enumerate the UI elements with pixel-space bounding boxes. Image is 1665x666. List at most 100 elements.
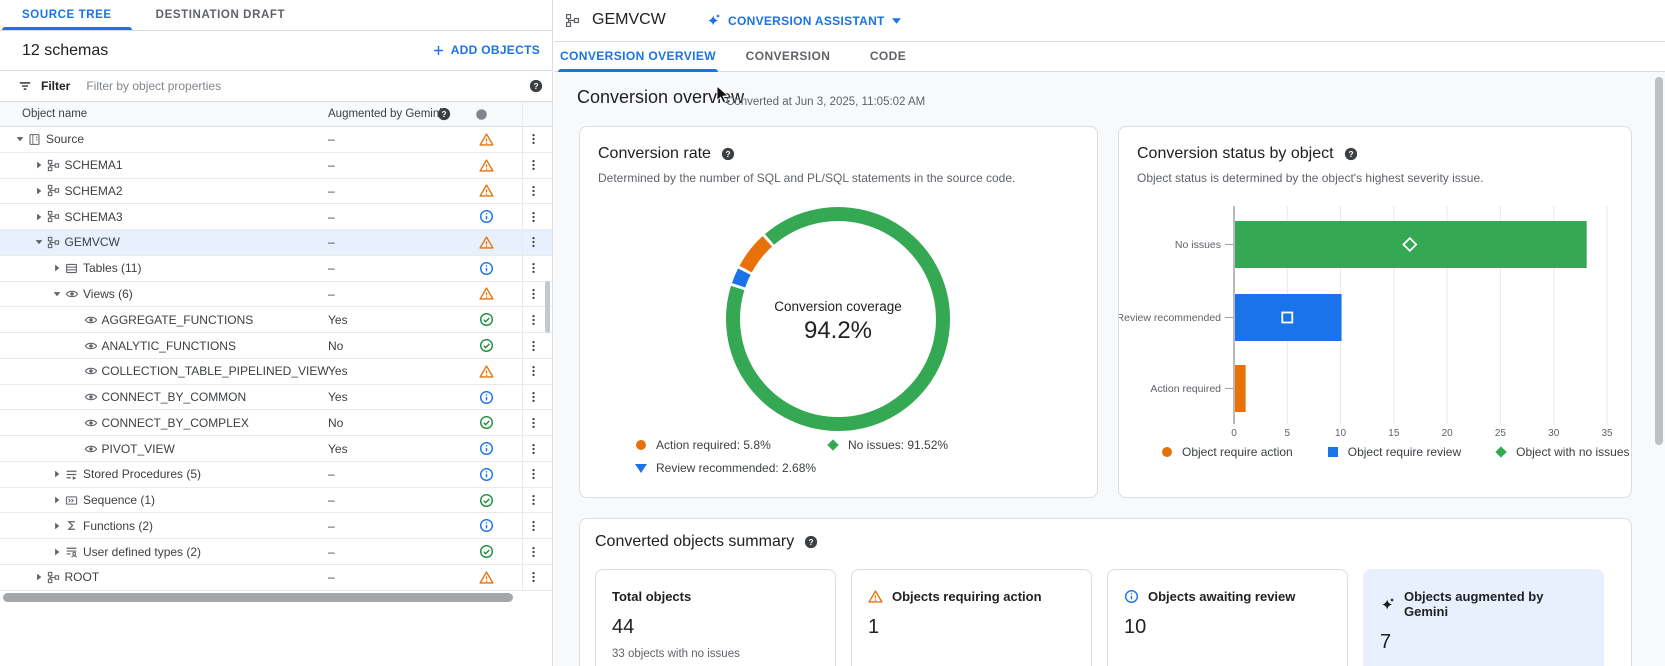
row-menu-button[interactable] [527, 488, 540, 513]
tree-row[interactable]: Functions (2) – [0, 513, 552, 539]
column-augmented-by-gemini: Augmented by Gemini [328, 108, 442, 120]
row-menu-button[interactable] [527, 436, 540, 461]
row-menu-button[interactable] [527, 410, 540, 435]
tree-row[interactable]: SCHEMA1 – [0, 153, 552, 179]
converted-objects-summary-card: Converted objects summary ? Total object… [579, 518, 1632, 666]
augmented-help-icon[interactable]: ? [437, 107, 451, 121]
tree-row[interactable]: SCHEMA2 – [0, 179, 552, 205]
filter-label: Filter [41, 79, 70, 93]
object-name-cell: ANALYTIC_FUNCTIONS [0, 333, 236, 358]
row-menu-button[interactable] [527, 307, 540, 332]
source-tree-panel: SOURCE TREE DESTINATION DRAFT 12 schemas… [0, 0, 553, 666]
add-objects-button[interactable]: ADD OBJECTS [432, 43, 540, 57]
filter-input[interactable]: Filter by object properties [86, 79, 221, 93]
tab-destination-draft[interactable]: DESTINATION DRAFT [134, 0, 307, 30]
left-panel-tabs: SOURCE TREE DESTINATION DRAFT [0, 0, 552, 31]
tree-horizontal-scrollbar[interactable] [3, 593, 513, 602]
warning-icon [479, 153, 494, 178]
expander-down-icon[interactable] [49, 288, 65, 300]
row-menu-button[interactable] [527, 256, 540, 281]
tree-row[interactable]: Tables (11) – [0, 256, 552, 282]
eye-icon [84, 390, 102, 404]
tree-row[interactable]: SCHEMA3 – [0, 204, 552, 230]
summary-cards: Total objects 44 33 objects with no issu… [595, 569, 1604, 666]
row-menu-button[interactable] [527, 513, 540, 538]
object-name-cell: ROOT [0, 565, 99, 590]
expander-right-icon[interactable] [31, 211, 47, 223]
row-menu-button[interactable] [527, 204, 540, 229]
expander-right-icon[interactable] [49, 262, 65, 274]
tree-row[interactable]: Views (6) – [0, 282, 552, 308]
schemas-count: 12 schemas [22, 42, 108, 60]
svg-text:?: ? [809, 537, 814, 547]
tab-conversion-issues[interactable]: CONVERSION ISSUES [730, 42, 846, 72]
summary-card-subtext: 33 objects with no issues [612, 648, 819, 660]
row-menu-button[interactable] [527, 565, 540, 590]
row-menu-button[interactable] [527, 179, 540, 204]
tree-vertical-scrollbar[interactable] [545, 281, 550, 333]
row-menu-button[interactable] [527, 385, 540, 410]
expander-right-icon[interactable] [31, 159, 47, 171]
expander-right-icon[interactable] [31, 571, 47, 583]
conversion-rate-donut-chart [580, 127, 1099, 437]
svg-text:Action required: Action required [1150, 383, 1221, 395]
eye-icon [84, 313, 102, 327]
object-name-cell: SCHEMA2 [0, 179, 123, 204]
tree-row[interactable]: COLLECTION_TABLE_PIPELINED_VIEW Yes [0, 359, 552, 385]
eye-icon [84, 416, 102, 430]
legend-item: Object with no issues [1495, 445, 1629, 459]
circle-marker [635, 440, 647, 450]
expander-icon[interactable] [68, 314, 84, 326]
filter-bar[interactable]: Filter Filter by object properties ? [0, 71, 552, 102]
expander-right-icon[interactable] [49, 520, 65, 532]
row-menu-button[interactable] [527, 462, 540, 487]
tree-row[interactable]: GEMVCW – [0, 230, 552, 256]
object-name-label: Source [46, 132, 84, 146]
tree-row[interactable]: Sequence (1) – [0, 488, 552, 514]
warning-icon [479, 359, 494, 384]
augmented-value: – [328, 462, 335, 487]
tree-row[interactable]: User defined types (2) – [0, 539, 552, 565]
tree-row[interactable]: PIVOT_VIEW Yes [0, 436, 552, 462]
conversion-status-bar-chart: 05101520253035No issuesReview recommende… [1119, 127, 1633, 441]
expander-right-icon[interactable] [49, 546, 65, 558]
expander-icon[interactable] [68, 365, 84, 377]
tree-row[interactable]: Source – [0, 127, 552, 153]
tree-row[interactable]: Stored Procedures (5) – [0, 462, 552, 488]
tree-row[interactable]: CONNECT_BY_COMMON Yes [0, 385, 552, 411]
object-name-label: SCHEMA2 [65, 184, 123, 198]
expander-right-icon[interactable] [31, 185, 47, 197]
expander-icon[interactable] [68, 443, 84, 455]
row-menu-button[interactable] [527, 282, 540, 307]
row-menu-button[interactable] [527, 333, 540, 358]
filter-help-icon[interactable]: ? [529, 79, 543, 93]
tree-row[interactable]: ANALYTIC_FUNCTIONS No [0, 333, 552, 359]
row-menu-button[interactable] [527, 127, 540, 152]
row-menu-button[interactable] [527, 539, 540, 564]
expander-right-icon[interactable] [49, 468, 65, 480]
tree-row[interactable]: ROOT – [0, 565, 552, 591]
summary-help-icon[interactable]: ? [804, 535, 818, 549]
schema-icon [47, 158, 65, 172]
tree-row[interactable]: AGGREGATE_FUNCTIONS Yes [0, 307, 552, 333]
expander-icon[interactable] [68, 417, 84, 429]
page-vertical-scrollbar[interactable] [1655, 77, 1663, 445]
tab-source-tree[interactable]: SOURCE TREE [0, 0, 134, 30]
object-name-cell: Stored Procedures (5) [0, 462, 201, 487]
expander-down-icon[interactable] [31, 236, 47, 248]
tab-conversion-overview[interactable]: CONVERSION OVERVIEW [558, 42, 718, 72]
expander-right-icon[interactable] [49, 494, 65, 506]
column-object-name: Object name [22, 108, 87, 120]
conversion-assistant-button[interactable]: CONVERSION ASSISTANT [706, 13, 901, 28]
tab-code[interactable]: CODE [866, 42, 910, 72]
row-menu-button[interactable] [527, 230, 540, 255]
row-menu-button[interactable] [527, 153, 540, 178]
expander-icon[interactable] [68, 340, 84, 352]
warning-icon [479, 230, 494, 255]
expander-icon[interactable] [68, 391, 84, 403]
object-name-cell: COLLECTION_TABLE_PIPELINED_VIEW [0, 359, 329, 384]
tree-row[interactable]: CONNECT_BY_COMPLEX No [0, 410, 552, 436]
object-name-cell: SCHEMA3 [0, 204, 123, 229]
row-menu-button[interactable] [527, 359, 540, 384]
expander-down-icon[interactable] [12, 133, 28, 145]
